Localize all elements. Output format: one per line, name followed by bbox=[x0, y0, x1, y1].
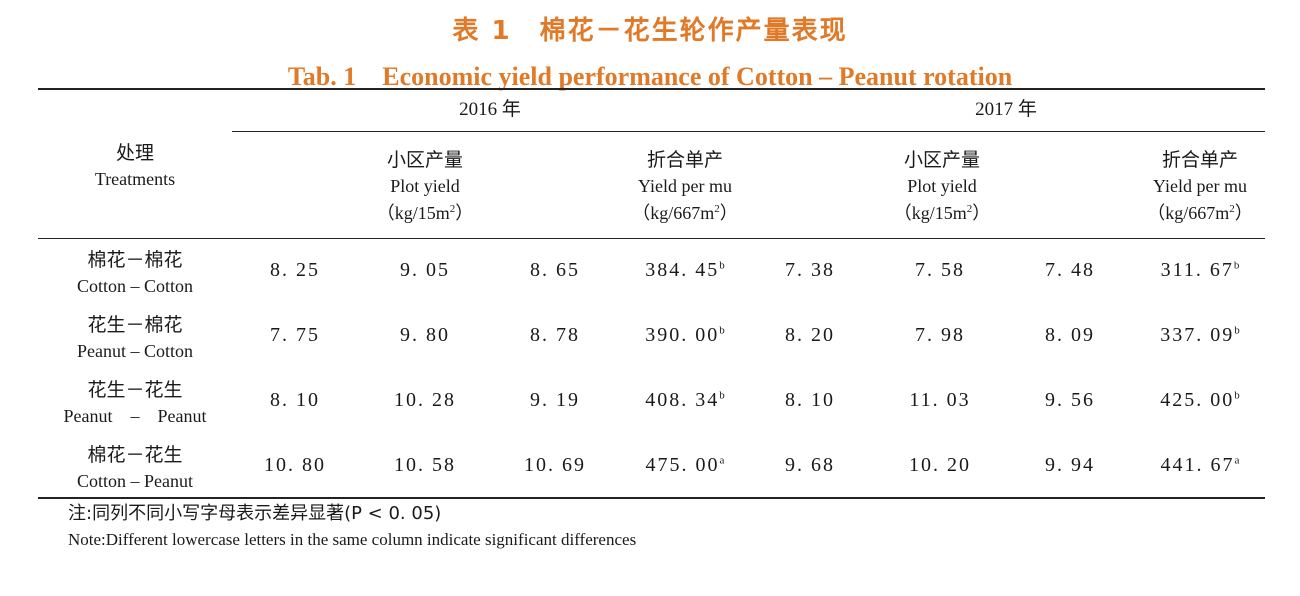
cell-value: 10. 80 bbox=[264, 454, 326, 476]
cell-value: 9. 19 bbox=[530, 389, 580, 411]
plot-yield-cn-2016: 小区产量 bbox=[386, 149, 463, 171]
treatment-en: Cotton – Cotton bbox=[76, 276, 193, 296]
year-rule bbox=[232, 131, 1265, 132]
treatment-cn: 花生－棉花 bbox=[87, 314, 183, 336]
treatment-en: Peanut – Cotton bbox=[77, 341, 193, 361]
plot-yield-unit-2016: （kg/15m2） bbox=[376, 203, 474, 223]
cell-value: 7. 98 bbox=[915, 324, 965, 346]
plot-yield-en-2017: Plot yield bbox=[907, 176, 977, 196]
cell-value: 9. 94 bbox=[1045, 454, 1095, 476]
cell-value: 10. 28 bbox=[394, 389, 456, 411]
cell-value: 337. 09b bbox=[1160, 324, 1240, 346]
table-title-en: Tab. 1 Economic yield performance of Cot… bbox=[287, 62, 1013, 91]
treatment-header-en: Treatments bbox=[94, 169, 176, 189]
footnote-cn: 注:同列不同小写字母表示差异显著(P < 0. 05) bbox=[68, 503, 442, 524]
year-2016: 2016 年 bbox=[459, 99, 521, 120]
cell-value: 8. 78 bbox=[530, 324, 580, 346]
cell-value: 9. 56 bbox=[1045, 389, 1095, 411]
footnote-en: Note:Different lowercase letters in the … bbox=[68, 530, 637, 549]
treatment-en: Cotton – Peanut bbox=[77, 471, 193, 491]
cell-value: 11. 03 bbox=[909, 389, 971, 411]
bottom-rule bbox=[38, 497, 1265, 499]
plot-yield-cn-2017: 小区产量 bbox=[903, 149, 980, 171]
cell-value: 8. 25 bbox=[270, 259, 320, 281]
cell-value: 7. 38 bbox=[785, 259, 835, 281]
cell-value: 384. 45b bbox=[645, 259, 725, 281]
yield-per-mu-cn-2016: 折合单产 bbox=[646, 149, 723, 171]
cell-value: 8. 65 bbox=[530, 259, 580, 281]
cell-value: 311. 67b bbox=[1160, 259, 1240, 281]
cell-value: 7. 58 bbox=[915, 259, 965, 281]
top-rule bbox=[38, 88, 1265, 90]
year-2017: 2017 年 bbox=[975, 99, 1037, 120]
cell-value: 9. 68 bbox=[785, 454, 835, 476]
cell-value: 10. 69 bbox=[524, 454, 586, 476]
cell-value: 390. 00b bbox=[645, 324, 725, 346]
cell-value: 441. 67a bbox=[1160, 454, 1240, 476]
table-title-cn: 表 1 棉花－花生轮作产量表现 bbox=[452, 16, 848, 46]
cell-value: 8. 20 bbox=[785, 324, 835, 346]
yield-per-mu-unit-2017: （kg/667m2） bbox=[1147, 203, 1253, 223]
plot-yield-unit-2017: （kg/15m2） bbox=[893, 203, 991, 223]
yield-per-mu-cn-2017: 折合单产 bbox=[1161, 149, 1238, 171]
cell-value: 425. 00b bbox=[1160, 389, 1240, 411]
cell-value: 8. 10 bbox=[270, 389, 320, 411]
treatment-cn: 棉花－棉花 bbox=[87, 249, 183, 271]
cell-value: 10. 20 bbox=[909, 454, 971, 476]
yield-per-mu-en-2017: Yield per mu bbox=[1153, 176, 1247, 196]
cell-value: 7. 48 bbox=[1045, 259, 1095, 281]
cell-value: 9. 80 bbox=[400, 324, 450, 346]
header-rule bbox=[38, 238, 1265, 239]
cell-value: 7. 75 bbox=[270, 324, 320, 346]
cell-value: 475. 00a bbox=[645, 454, 725, 476]
cell-value: 8. 09 bbox=[1045, 324, 1095, 346]
yield-per-mu-en-2016: Yield per mu bbox=[638, 176, 732, 196]
yield-per-mu-unit-2016: （kg/667m2） bbox=[632, 203, 738, 223]
cell-value: 408. 34b bbox=[645, 389, 725, 411]
treatment-header-cn: 处理 bbox=[115, 142, 154, 164]
treatment-cn: 棉花－花生 bbox=[87, 444, 183, 466]
cell-value: 10. 58 bbox=[394, 454, 456, 476]
cell-value: 8. 10 bbox=[785, 389, 835, 411]
treatment-en: Peanut – Peanut bbox=[63, 406, 207, 426]
plot-yield-en-2016: Plot yield bbox=[390, 176, 460, 196]
treatment-cn: 花生－花生 bbox=[87, 379, 183, 401]
cell-value: 9. 05 bbox=[400, 259, 450, 281]
